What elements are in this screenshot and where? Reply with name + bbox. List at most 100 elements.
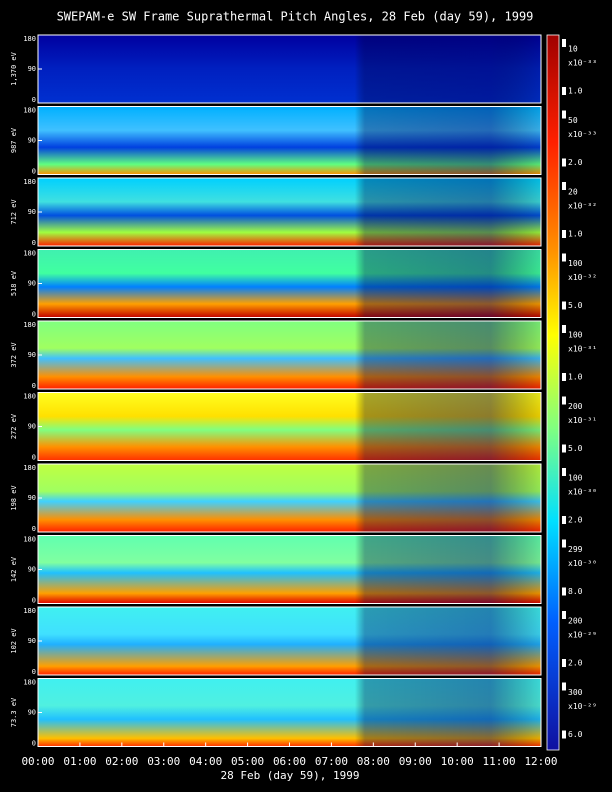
panel-label: 372 eV <box>10 342 18 368</box>
cb-marker <box>562 539 566 548</box>
cb-marker <box>562 182 566 190</box>
y-tick-label: 90 <box>28 423 36 431</box>
cb-marker <box>562 39 566 47</box>
panel-label: 518 eV <box>10 270 18 296</box>
cb-marker <box>562 301 566 310</box>
colorbar-bottom-label: 5.0 <box>568 301 583 310</box>
y-tick-label: 90 <box>28 351 36 359</box>
colorbar-bottom-label: 1.0 <box>568 230 583 239</box>
x-tick-label: 08:00 <box>357 755 390 768</box>
panel-label: 142 eV <box>10 556 18 582</box>
y-tick-label: 180 <box>23 393 36 401</box>
x-tick-label: 04:00 <box>189 755 222 768</box>
colorbar-bottom-label: 2.0 <box>568 659 583 668</box>
cb-marker <box>562 396 566 405</box>
colorbar-exponent: x10⁻²⁹ <box>568 702 597 711</box>
cb-marker <box>562 682 566 691</box>
chart-title: SWEPAM-e SW Frame Suprathermal Pitch Ang… <box>57 10 534 24</box>
y-tick-label: 90 <box>28 280 36 288</box>
cb-marker <box>562 110 566 119</box>
y-tick-label: 90 <box>28 494 36 502</box>
x-tick-label: 11:00 <box>483 755 516 768</box>
y-tick-label: 0 <box>32 382 36 390</box>
colorbar-top-label: 200 <box>568 617 583 626</box>
y-tick-label: 180 <box>23 35 36 43</box>
panel-shade <box>38 106 541 175</box>
panel-label: 712 eV <box>10 199 18 225</box>
x-tick-label: 12:00 <box>524 755 557 768</box>
cb-marker <box>562 659 566 667</box>
y-tick-label: 0 <box>32 311 36 319</box>
cb-marker <box>562 611 566 619</box>
colorbar-exponent: x10⁻³³ <box>568 59 597 68</box>
panel-label: 1,370 eV <box>10 51 18 86</box>
cb-marker <box>562 587 566 596</box>
x-tick-label: 01:00 <box>63 755 96 768</box>
colorbar-bottom-label: 2.0 <box>568 158 583 167</box>
x-axis-label: 28 Feb (day 59), 1999 <box>220 769 359 782</box>
colorbar-exponent: x10⁻³³ <box>568 130 597 139</box>
colorbar-top-label: 20 <box>568 188 578 197</box>
panel-shade <box>38 464 541 532</box>
y-tick-label: 0 <box>32 668 36 676</box>
colorbar-exponent: x10⁻³² <box>568 202 597 211</box>
panel-shade <box>38 249 541 318</box>
y-tick-label: 90 <box>28 208 36 216</box>
y-tick-label: 180 <box>23 107 36 115</box>
y-tick-label: 90 <box>28 566 36 574</box>
colorbar-exponent: x10⁻³⁰ <box>568 559 597 568</box>
colorbar-exponent: x10⁻³¹ <box>568 416 597 425</box>
colorbar-top-label: 299 <box>568 545 583 554</box>
cb-marker <box>562 253 566 262</box>
cb-marker <box>562 444 566 453</box>
cb-marker <box>562 730 566 739</box>
y-tick-label: 90 <box>28 637 36 645</box>
colorbar-exponent: x10⁻³² <box>568 273 597 282</box>
cb-marker <box>562 373 566 381</box>
panel-shade <box>38 607 541 675</box>
y-tick-label: 0 <box>32 454 36 462</box>
panel-label: 272 eV <box>10 413 18 439</box>
panel-shade <box>38 321 541 389</box>
colorbar-top-label: 300 <box>568 688 583 697</box>
colorbar-top-label: 10 <box>568 45 578 54</box>
colorbar-top-label: 50 <box>568 116 578 125</box>
colorbar-bottom-label: 6.0 <box>568 730 583 739</box>
panel-shade <box>38 678 541 747</box>
y-tick-label: 0 <box>32 597 36 605</box>
panel-label: 102 eV <box>10 628 18 654</box>
colorbar-top-label: 100 <box>568 474 583 483</box>
y-tick-label: 180 <box>23 464 36 472</box>
colorbar-exponent: x10⁻³⁰ <box>568 488 597 497</box>
y-tick-label: 90 <box>28 709 36 717</box>
x-tick-label: 09:00 <box>399 755 432 768</box>
cb-marker <box>562 516 566 524</box>
colorbar-exponent: x10⁻³¹ <box>568 345 597 354</box>
cb-marker <box>562 325 566 333</box>
x-tick-label: 00:00 <box>21 755 54 768</box>
panel-label: 198 eV <box>10 485 18 511</box>
colorbar-bottom-label: 2.0 <box>568 516 583 525</box>
panel-shade <box>38 178 541 246</box>
colorbar-top-label: 100 <box>568 259 583 268</box>
y-tick-label: 0 <box>32 96 36 104</box>
panel-shade <box>38 35 541 103</box>
cb-marker <box>562 87 566 95</box>
y-tick-label: 0 <box>32 740 36 748</box>
x-tick-label: 07:00 <box>315 755 348 768</box>
y-tick-label: 90 <box>28 137 36 145</box>
x-tick-label: 03:00 <box>147 755 180 768</box>
colorbar-bottom-label: 8.0 <box>568 587 583 596</box>
y-tick-label: 0 <box>32 525 36 533</box>
y-tick-label: 180 <box>23 178 36 186</box>
colorbar-exponent: x10⁻²⁹ <box>568 631 597 640</box>
x-tick-label: 02:00 <box>105 755 138 768</box>
colorbar <box>546 34 560 751</box>
colorbar-bottom-label: 5.0 <box>568 444 583 453</box>
colorbar-top-label: 100 <box>568 331 583 340</box>
y-tick-label: 180 <box>23 679 36 687</box>
colorbar-bottom-label: 1.0 <box>568 373 583 382</box>
cb-marker <box>562 468 566 476</box>
panel-shade <box>38 392 541 461</box>
